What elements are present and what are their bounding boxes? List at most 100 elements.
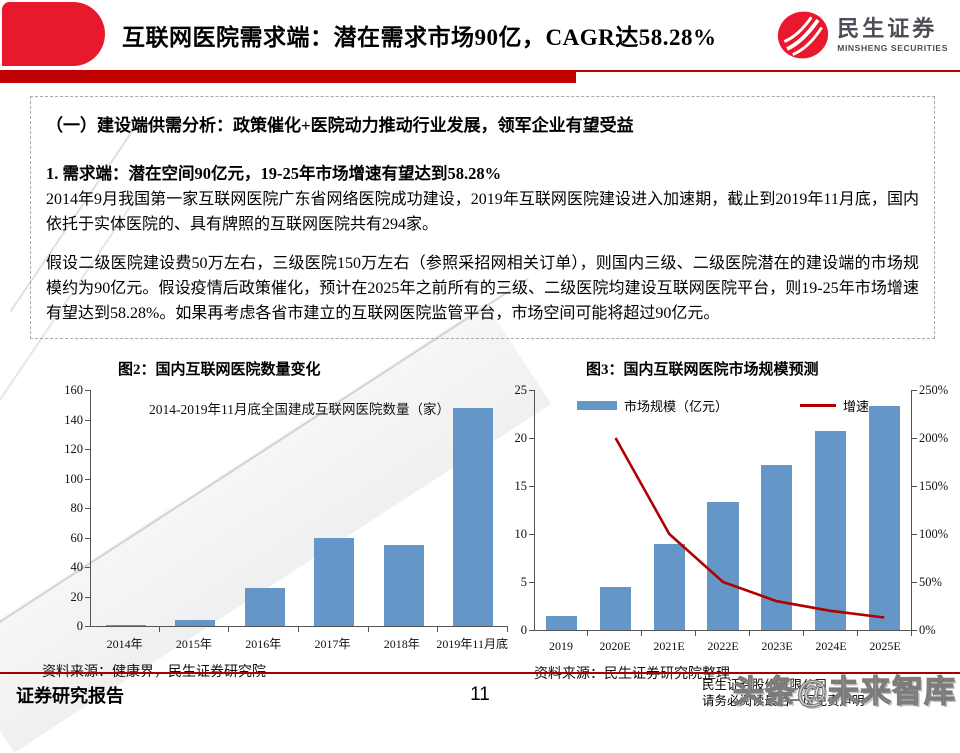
y-tick-label: 20 (70, 589, 84, 604)
y-axis: 0 20 40 60 80 100 120 140 160 (34, 383, 90, 633)
x-axis-ticks (534, 631, 912, 636)
footer-disclaimer-line: 请务必阅读最后一页免责声明 (702, 694, 865, 708)
bar-series (91, 390, 508, 626)
legend-label: 市场规模（亿元） (623, 399, 728, 414)
x-tick-cell (642, 631, 696, 636)
x-tick-cell (696, 631, 750, 636)
bar (707, 502, 739, 630)
x-category-label: 2023E (761, 639, 793, 653)
chart-legend: 市场规模（亿元） 增速 (535, 396, 911, 415)
bar (314, 537, 355, 626)
y-tick-label: 25 (514, 383, 528, 397)
y-tick-mark (912, 438, 917, 439)
y-tick-label: 60 (70, 530, 84, 545)
plot-area: 2014-2019年11月底全国建成互联网医院数量（家） (90, 390, 508, 627)
y-tick-mark (529, 534, 534, 535)
x-tick-cell (588, 631, 642, 636)
y-tick-mark (85, 596, 90, 598)
y-tick-label: 50% (919, 575, 942, 589)
x-category-label: 2024E (815, 639, 847, 653)
y-tick-label: 140 (64, 412, 83, 427)
logo-english-name: MINSHENG SECURITIES (837, 42, 948, 53)
logo-chinese-name: 民生证券 (837, 15, 938, 41)
y-tick-mark (85, 478, 90, 480)
growth-line (614, 437, 885, 619)
bar (383, 544, 424, 626)
header-accent-pill (2, 2, 105, 66)
bar (600, 586, 632, 630)
minsheng-logo-text: 民生证券 MINSHENG SECURITIES (837, 15, 948, 53)
y-tick-mark (85, 449, 90, 450)
y-tick-mark (912, 582, 917, 583)
y-tick-mark (912, 630, 917, 631)
right-y-axis: 0% 50% 100% 150% 200% 250% (912, 383, 956, 637)
x-category-label: 2019年11月底 (436, 637, 508, 651)
y-tick-mark (912, 486, 917, 487)
bar (546, 615, 578, 630)
bar-column (804, 390, 858, 630)
x-category-label: 2020E (599, 639, 631, 653)
chart-hospital-count: 图2：国内互联网医院数量变化 0 20 40 60 80 100 120 140 160 201… (34, 358, 509, 681)
plot-area: 市场规模（亿元） 增速 (534, 390, 912, 631)
bar (244, 587, 285, 626)
x-tick-cell (438, 627, 509, 632)
y-tick-mark (529, 486, 534, 487)
bar-series (535, 390, 911, 630)
y-tick-mark (529, 390, 534, 391)
bar (814, 431, 847, 630)
bar-column (642, 390, 696, 630)
bar (653, 543, 685, 630)
bar (105, 624, 146, 626)
page-number: 11 (470, 684, 490, 705)
x-tick-cell (534, 631, 588, 636)
bar-column (589, 390, 643, 630)
bar-column (857, 390, 911, 630)
minsheng-emblem-icon (778, 11, 829, 59)
x-category-label: 2018年 (383, 637, 420, 651)
footer-company-line: 民生证券股份有限公司 (702, 678, 828, 692)
bar-column (230, 390, 300, 626)
x-tick-cell (858, 631, 912, 636)
legend-item-market-size: 市场规模（亿元） (576, 396, 728, 415)
bar (453, 407, 494, 626)
x-tick-cell (90, 627, 160, 632)
footer-rule (0, 672, 960, 674)
y-tick-label: 100% (919, 527, 949, 541)
x-axis-labels: 2014年 2015年 2016年 2017年 2018年 2019年11月底 (90, 635, 508, 652)
header-red-band (0, 70, 576, 83)
chart-source: 资料来源：健康界，民生证券研究院 (42, 665, 266, 680)
y-tick-label: 0 (76, 619, 83, 633)
x-category-label: 2019 (549, 639, 573, 653)
growth-line-series (614, 437, 885, 619)
legend-item-growth: 增速 (800, 396, 869, 415)
x-tick-cell (804, 631, 858, 636)
x-category-label: 2014年 (106, 637, 143, 651)
x-tick-cell (299, 627, 369, 632)
y-tick-label: 120 (64, 442, 83, 456)
y-tick-mark (85, 626, 90, 627)
x-category-label: 2017年 (314, 637, 351, 651)
chart-title: 图3：国内互联网医院市场规模预测 (586, 362, 819, 378)
y-tick-label: 250% (919, 383, 949, 397)
y-tick-label: 200% (919, 431, 949, 445)
y-tick-label: 80 (70, 501, 84, 515)
x-category-label: 2022E (707, 639, 739, 653)
y-tick-mark (529, 582, 534, 583)
footer-disclaimer-block: 民生证券股份有限公司 请务必阅读最后一页免责声明 (702, 677, 865, 709)
bar-column (696, 390, 750, 630)
chart-market-size-forecast: 图3：国内互联网医院市场规模预测 0 5 10 15 20 25 市场规模（亿元） 增速 (510, 358, 956, 683)
y-tick-label: 5 (520, 575, 527, 589)
x-tick-cell (750, 631, 804, 636)
y-tick-label: 10 (514, 527, 528, 541)
bar-column (535, 390, 589, 630)
x-tick-cell (229, 627, 300, 632)
footer-report-type: 证券研究报告 (16, 686, 124, 706)
bar-column (91, 390, 161, 626)
y-tick-mark (529, 630, 534, 631)
x-axis-ticks (90, 627, 509, 632)
y-tick-label: 15 (514, 479, 528, 493)
summary-paragraph-2: 假设二级医院建设费50万左右，三级医院150万左右（参照采招网相关订单），则国内… (46, 255, 919, 322)
watermark-text: 头条@未来智库 (732, 673, 956, 709)
x-category-label: 2021E (653, 639, 685, 653)
x-axis-labels: 2019 2020E 2021E 2022E 2023E 2024E 2025E (534, 639, 912, 654)
